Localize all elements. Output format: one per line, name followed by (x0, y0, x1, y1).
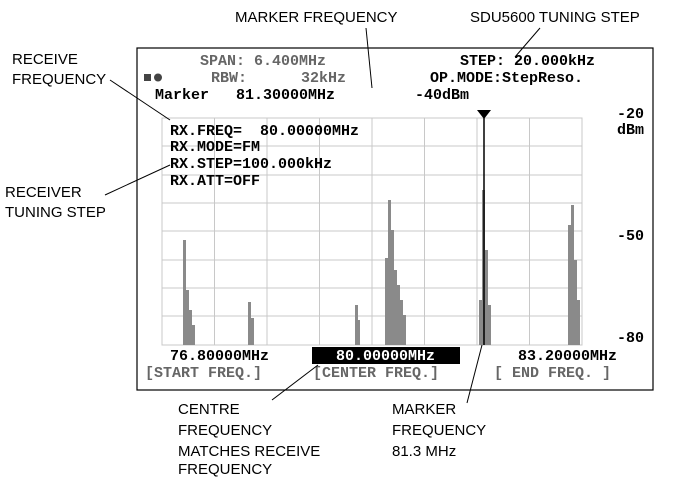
leader (365, 27, 373, 89)
center-label: [CENTER FREQ.] (313, 365, 439, 382)
annotation: 81.3 MHz (392, 443, 456, 460)
rx-line: RX.STEP=100.000kHz (170, 156, 332, 173)
rbw: RBW: 32kHz (211, 70, 346, 87)
annotation: TUNING STEP (5, 204, 106, 221)
annotation: FREQUENCY (392, 422, 486, 439)
center-highlight (312, 347, 460, 364)
rx-line: RX.MODE=FM (170, 139, 260, 156)
annotation: MARKER FREQUENCY (235, 9, 398, 26)
annotation: RECEIVER (5, 184, 82, 201)
icon-square (144, 74, 151, 81)
marker: Marker 81.30000MHz (155, 87, 335, 104)
center-freq: 80.00000MHz (336, 348, 435, 365)
rx-line: RX.ATT=OFF (170, 173, 260, 190)
end-label: [ END FREQ. ] (494, 365, 611, 382)
leader (514, 27, 541, 58)
annotation: RECEIVE (12, 51, 78, 68)
annotation: MATCHES RECEIVE (178, 443, 320, 460)
level-unit: dBm (617, 122, 644, 139)
annotation: CENTRE (178, 401, 240, 418)
level-bottom: -80 (617, 330, 644, 347)
leader (271, 364, 319, 401)
level-top: -20 (617, 106, 644, 123)
span: SPAN: 6.400MHz (200, 53, 326, 70)
annotation: FREQUENCY (178, 461, 272, 477)
annotation: MARKER (392, 401, 456, 418)
end-freq: 83.20000MHz (518, 348, 617, 365)
start-freq: 76.80000MHz (170, 348, 269, 365)
annotation: SDU5600 TUNING STEP (470, 9, 640, 26)
level-mid: -50 (617, 228, 644, 245)
leader (104, 164, 171, 196)
rx-line: RX.FREQ= 80.00000MHz (170, 123, 359, 140)
leader (109, 79, 171, 121)
start-label: [START FREQ.] (145, 365, 262, 382)
marker-level: -40dBm (415, 87, 469, 104)
annotation: FREQUENCY (12, 71, 106, 88)
op-mode: OP.MODE:StepReso. (430, 70, 583, 87)
icon-dot (154, 73, 162, 82)
annotation: FREQUENCY (178, 422, 272, 439)
marker-triangle (477, 110, 491, 119)
leader (466, 344, 483, 404)
step: STEP: 20.000kHz (460, 53, 595, 70)
grid (161, 117, 583, 346)
